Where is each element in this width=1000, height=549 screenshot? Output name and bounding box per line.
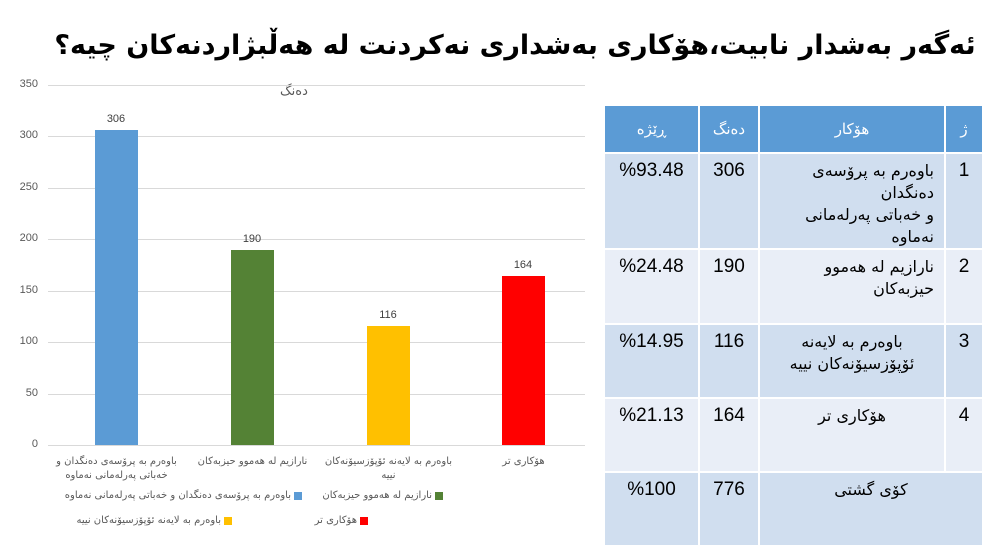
category-label: باوەرم بە پرۆسەی دەنگدان و خەباتی پەرلەم… (56, 456, 177, 481)
header-index: ژ (944, 104, 984, 154)
y-tick: 250 (19, 181, 38, 193)
table-header-row: ژ هۆکار دەنگ ڕێژە (603, 104, 984, 154)
chart-title: دەنگ (280, 84, 308, 99)
y-tick: 150 (19, 284, 38, 296)
total-label: کۆی گشتی (834, 480, 908, 499)
bar-chart: دەنگ 350 300 250 200 150 100 50 0 306 19… (0, 75, 595, 549)
y-tick: 50 (25, 387, 38, 399)
cell-index: 3 (944, 323, 984, 399)
bar-0 (95, 130, 138, 445)
cell-votes: 116 (698, 323, 760, 399)
cell-ratio: %24.48 (603, 248, 700, 325)
y-tick: 100 (19, 335, 38, 347)
y-tick: 200 (19, 232, 38, 244)
reason-line: باوەرم بە لایەنە (801, 332, 903, 351)
cell-reason: باوەرم بە پرۆسەی دەنگدان و خەباتی پەرلەما… (758, 152, 946, 250)
legend-label: باوەرم بە پرۆسەی دەنگدان و خەباتی پەرلەم… (64, 490, 291, 501)
header-votes: دەنگ (698, 104, 760, 154)
table-row: 2 نارازیم لە هەموو حیزبەکان 190 %24.48 (603, 248, 984, 325)
cell-ratio: %21.13 (603, 397, 700, 473)
y-tick: 0 (31, 438, 38, 450)
cell-total-votes: 776 (698, 471, 760, 547)
results-table: ژ هۆکار دەنگ ڕێژە 1 باوەرم بە پرۆسەی دەن… (603, 104, 984, 547)
legend-label: باوەرم بە لایەنە ئۆپۆزسیۆنەکان نییە (76, 515, 221, 526)
bar-2 (367, 326, 410, 445)
table-total-row: کۆی گشتی 776 %100 (603, 471, 984, 547)
reason-line: ئۆپۆزسیۆنەکان نییە (789, 354, 915, 373)
legend-swatch-icon (360, 516, 368, 525)
bar-value-label: 190 (242, 233, 262, 245)
table-row: 4 هۆکاری تر 164 %21.13 (603, 397, 984, 473)
gridline (48, 85, 585, 86)
reason-line: هۆکاری تر (818, 406, 886, 425)
table-row: 1 باوەرم بە پرۆسەی دەنگدان و خەباتی پەرلە… (603, 152, 984, 250)
bar-value-label: 164 (513, 259, 533, 271)
cell-reason: نارازیم لە هەموو حیزبەکان (758, 248, 946, 325)
cell-votes: 164 (698, 397, 760, 473)
cell-total-label: کۆی گشتی (758, 471, 984, 547)
header-reason: هۆکار (758, 104, 946, 154)
y-tick: 350 (19, 78, 38, 90)
bar-value-label: 306 (106, 113, 126, 125)
legend-item: باوەرم بە لایەنە ئۆپۆزسیۆنەکان نییە (76, 515, 232, 526)
bar-1 (231, 250, 274, 445)
gridline (48, 394, 585, 395)
legend-item: نارازیم لە هەموو حیزبەکان (322, 490, 443, 501)
page-title: ئەگەر بەشدار نابیت،هۆکاری بەشداری نەکردن… (54, 30, 976, 61)
cell-ratio: %93.48 (603, 152, 700, 250)
reason-line: باوەرم بە پرۆسەی دەنگدان (812, 161, 934, 202)
legend-swatch-icon (224, 516, 232, 525)
cell-reason: هۆکاری تر (758, 397, 946, 473)
cell-index: 1 (944, 152, 984, 250)
category-label: هۆکاری تر (502, 456, 545, 467)
legend-swatch-icon (294, 491, 302, 500)
legend-label: هۆکاری تر (314, 515, 357, 526)
gridline (48, 291, 585, 292)
gridline (48, 136, 585, 137)
bar-value-label: 116 (379, 309, 397, 321)
category-label: باوەرم بە لایەنە ئۆپۆزسیۆنەکان نییە (324, 456, 453, 481)
legend-label: نارازیم لە هەموو حیزبەکان (322, 490, 432, 501)
cell-reason: باوەرم بە لایەنە ئۆپۆزسیۆنەکان نییە (758, 323, 946, 399)
legend-item: هۆکاری تر (315, 515, 368, 526)
bar-3 (502, 276, 545, 445)
cell-index: 2 (944, 248, 984, 325)
cell-total-ratio: %100 (603, 471, 700, 547)
gridline (48, 239, 585, 240)
header-ratio: ڕێژە (603, 104, 700, 154)
x-axis-line (48, 445, 585, 446)
cell-ratio: %14.95 (603, 323, 700, 399)
legend-item: باوەرم بە پرۆسەی دەنگدان و خەباتی پەرلەم… (65, 490, 302, 501)
cell-votes: 190 (698, 248, 760, 325)
reason-line: و خەباتی پەرلەمانی نەماوە (805, 205, 934, 246)
gridline (48, 188, 585, 189)
reason-line: نارازیم لە هەموو حیزبەکان (824, 257, 934, 298)
legend-swatch-icon (435, 491, 443, 500)
table-row: 3 باوەرم بە لایەنە ئۆپۆزسیۆنەکان نییە 116… (603, 323, 984, 399)
cell-index: 4 (944, 397, 984, 473)
y-tick: 300 (19, 129, 38, 141)
cell-votes: 306 (698, 152, 760, 250)
gridline (48, 342, 585, 343)
category-label: نارازیم لە هەموو حیزبەکان (197, 456, 308, 467)
